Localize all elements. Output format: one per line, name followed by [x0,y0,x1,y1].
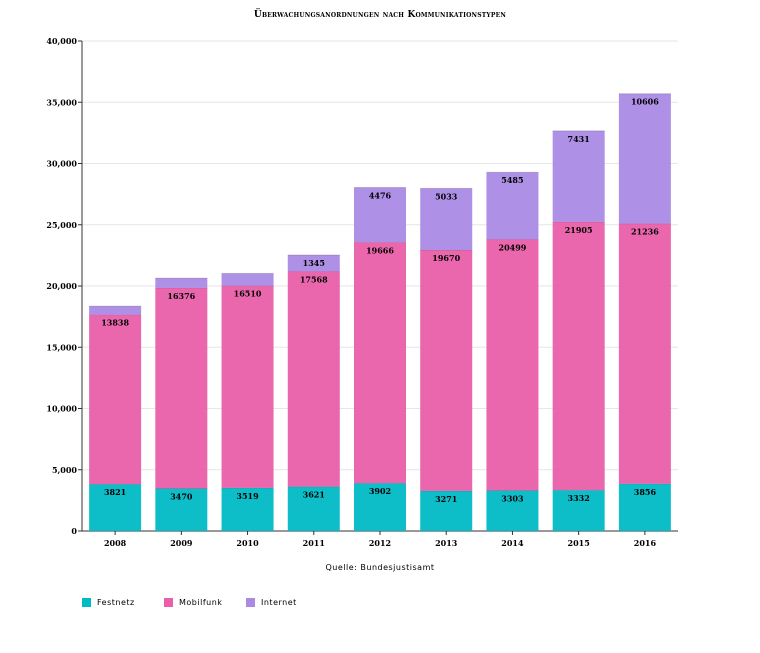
stacked-bar-chart: 0 5,000 10,000 15,000 20,000 25,000 30,000 35,0… [46,36,678,548]
data-label: 17568 [300,274,328,284]
data-label: 5485 [501,175,523,185]
bar-segment-festnetz-2011 [287,486,340,531]
bar-segment-internet-2014 [486,172,539,240]
bar-segment-mobilfunk-2014 [486,239,539,491]
bar-segment-mobilfunk-2013 [420,249,473,491]
data-label: 3856 [634,487,657,497]
bar-segment-festnetz-2008 [89,484,142,531]
bar-segment-internet-2016 [618,93,671,224]
data-label: 16510 [234,289,262,299]
bar-segment-internet-2013 [420,188,473,250]
legend-swatch-festnetz [82,598,91,607]
x-tick-label: 2008 [104,538,127,548]
bar-segment-mobilfunk-2015 [552,221,605,491]
data-label: 21236 [631,227,659,237]
y-tick-label: 10,000 [46,404,77,414]
y-tick-label: 35,000 [46,97,77,107]
y-tick-label: 15,000 [46,342,77,352]
bar-segment-internet-2015 [552,130,605,222]
legend-label-internet: Internet [261,598,297,607]
bar-segment-festnetz-2009 [155,488,208,531]
chart-source: Quelle: Bundesjustisamt [325,563,435,572]
data-label: 16376 [167,291,195,301]
legend: Festnetz Mobilfunk Internet [82,598,328,607]
data-label: 10606 [631,97,659,107]
bar-segment-internet-2011 [287,254,340,272]
data-label: 21905 [565,225,593,235]
bar-segment-festnetz-2014 [486,490,539,531]
bar-segment-internet-2012 [354,187,406,243]
x-tick-label: 2015 [568,538,590,548]
legend-item-mobilfunk[interactable]: Mobilfunk [164,598,246,607]
data-label: 13838 [101,318,129,328]
y-tick-label: 40,000 [46,36,77,46]
bar-segment-mobilfunk-2010 [221,285,274,488]
data-label: 19670 [432,253,460,263]
legend-label-festnetz: Festnetz [97,598,135,607]
x-tick-label: 2010 [236,538,259,548]
data-label: 3470 [170,491,193,501]
bar-segment-internet-2008 [89,306,142,315]
y-tick-label: 25,000 [46,220,77,230]
bar-segment-mobilfunk-2009 [155,287,208,489]
bar-segment-mobilfunk-2011 [287,271,340,487]
data-label: 4476 [369,190,392,200]
bar-segment-internet-2009 [155,278,208,288]
data-label: 20499 [499,242,527,252]
data-label: 1345 [303,258,325,268]
y-tick-label: 20,000 [46,281,77,291]
x-tick-label: 2014 [501,538,524,548]
x-tick-label: 2016 [634,538,657,548]
bar-segment-festnetz-2012 [354,483,406,531]
data-label: 3621 [303,490,325,500]
data-label: 3902 [369,486,391,496]
bar-segment-festnetz-2016 [618,483,671,531]
data-label: 3519 [236,491,259,501]
y-tick-label: 30,000 [46,159,77,169]
legend-item-internet[interactable]: Internet [246,598,328,607]
data-label: 7431 [568,134,590,144]
bar-segment-festnetz-2010 [221,487,274,531]
bar-segment-internet-2010 [221,273,274,286]
bar-segment-festnetz-2015 [552,490,605,531]
x-tick-label: 2011 [303,538,325,548]
y-tick-label: 0 [71,526,77,536]
data-label: 19666 [366,245,394,255]
bar-segment-mobilfunk-2008 [89,314,142,485]
data-label: 5033 [435,191,458,201]
data-label: 3821 [104,487,126,497]
legend-swatch-internet [246,598,255,607]
bar-segment-festnetz-2013 [420,490,473,531]
chart-title: Überwachungsanordnungen nach Kommunikati… [253,10,507,20]
bar-segment-mobilfunk-2012 [354,242,406,484]
data-label: 3332 [568,493,590,503]
x-tick-label: 2012 [369,538,391,548]
legend-label-mobilfunk: Mobilfunk [179,598,223,607]
x-tick-label: 2013 [435,538,458,548]
data-label: 3303 [501,494,524,504]
y-tick-label: 5,000 [52,465,77,475]
data-label: 3271 [435,494,457,504]
legend-item-festnetz[interactable]: Festnetz [82,598,164,607]
legend-swatch-mobilfunk [164,598,173,607]
x-tick-label: 2009 [170,538,193,548]
bar-segment-mobilfunk-2016 [618,223,671,484]
